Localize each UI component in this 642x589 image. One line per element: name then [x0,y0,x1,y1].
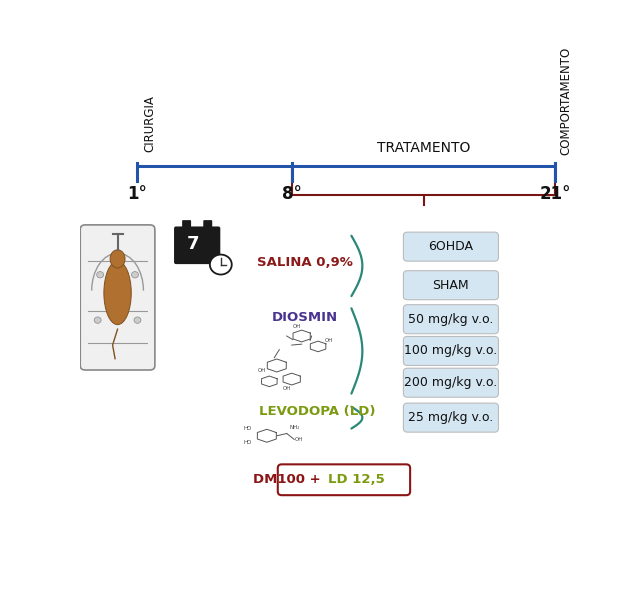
FancyBboxPatch shape [182,220,191,231]
Text: LD 12,5: LD 12,5 [328,474,385,487]
Text: HO: HO [244,440,252,445]
Text: DM100 +: DM100 + [253,474,325,487]
FancyBboxPatch shape [403,271,498,300]
Text: 21°: 21° [540,186,571,203]
Text: LEVODOPA (LD): LEVODOPA (LD) [259,405,376,418]
Text: COMPORTAMENTO: COMPORTAMENTO [559,47,573,154]
Text: NH₂: NH₂ [289,425,299,430]
Text: 25 mg/kg v.o.: 25 mg/kg v.o. [408,411,494,424]
Text: 1°: 1° [128,186,148,203]
Text: OH: OH [295,437,304,442]
FancyBboxPatch shape [204,220,213,231]
FancyBboxPatch shape [403,368,498,397]
Ellipse shape [104,261,131,325]
FancyBboxPatch shape [403,232,498,261]
Text: OH: OH [293,325,301,329]
FancyBboxPatch shape [403,305,498,334]
FancyBboxPatch shape [278,464,410,495]
Ellipse shape [110,250,125,268]
Text: SHAM: SHAM [433,279,469,292]
Text: SALINA 0,9%: SALINA 0,9% [257,256,352,269]
FancyBboxPatch shape [174,226,220,264]
Circle shape [134,317,141,323]
Circle shape [132,272,139,278]
Circle shape [97,272,103,278]
Text: 7: 7 [187,235,200,253]
Text: DIOSMIN: DIOSMIN [272,312,338,325]
Text: 8°: 8° [282,186,302,203]
Text: 200 mg/kg v.o.: 200 mg/kg v.o. [404,376,498,389]
Text: 100 mg/kg v.o.: 100 mg/kg v.o. [404,345,498,358]
Text: CIRURGIA: CIRURGIA [143,95,157,153]
FancyBboxPatch shape [403,336,498,365]
Text: OH: OH [282,386,291,391]
Text: 50 mg/kg v.o.: 50 mg/kg v.o. [408,313,494,326]
FancyBboxPatch shape [80,225,155,370]
Text: HO: HO [244,426,252,432]
Circle shape [210,254,232,274]
Text: TRATAMENTO: TRATAMENTO [377,141,470,154]
Text: OH: OH [325,338,333,343]
Circle shape [94,317,101,323]
Text: OH: OH [257,368,266,372]
FancyBboxPatch shape [403,403,498,432]
Text: 6OHDA: 6OHDA [428,240,473,253]
